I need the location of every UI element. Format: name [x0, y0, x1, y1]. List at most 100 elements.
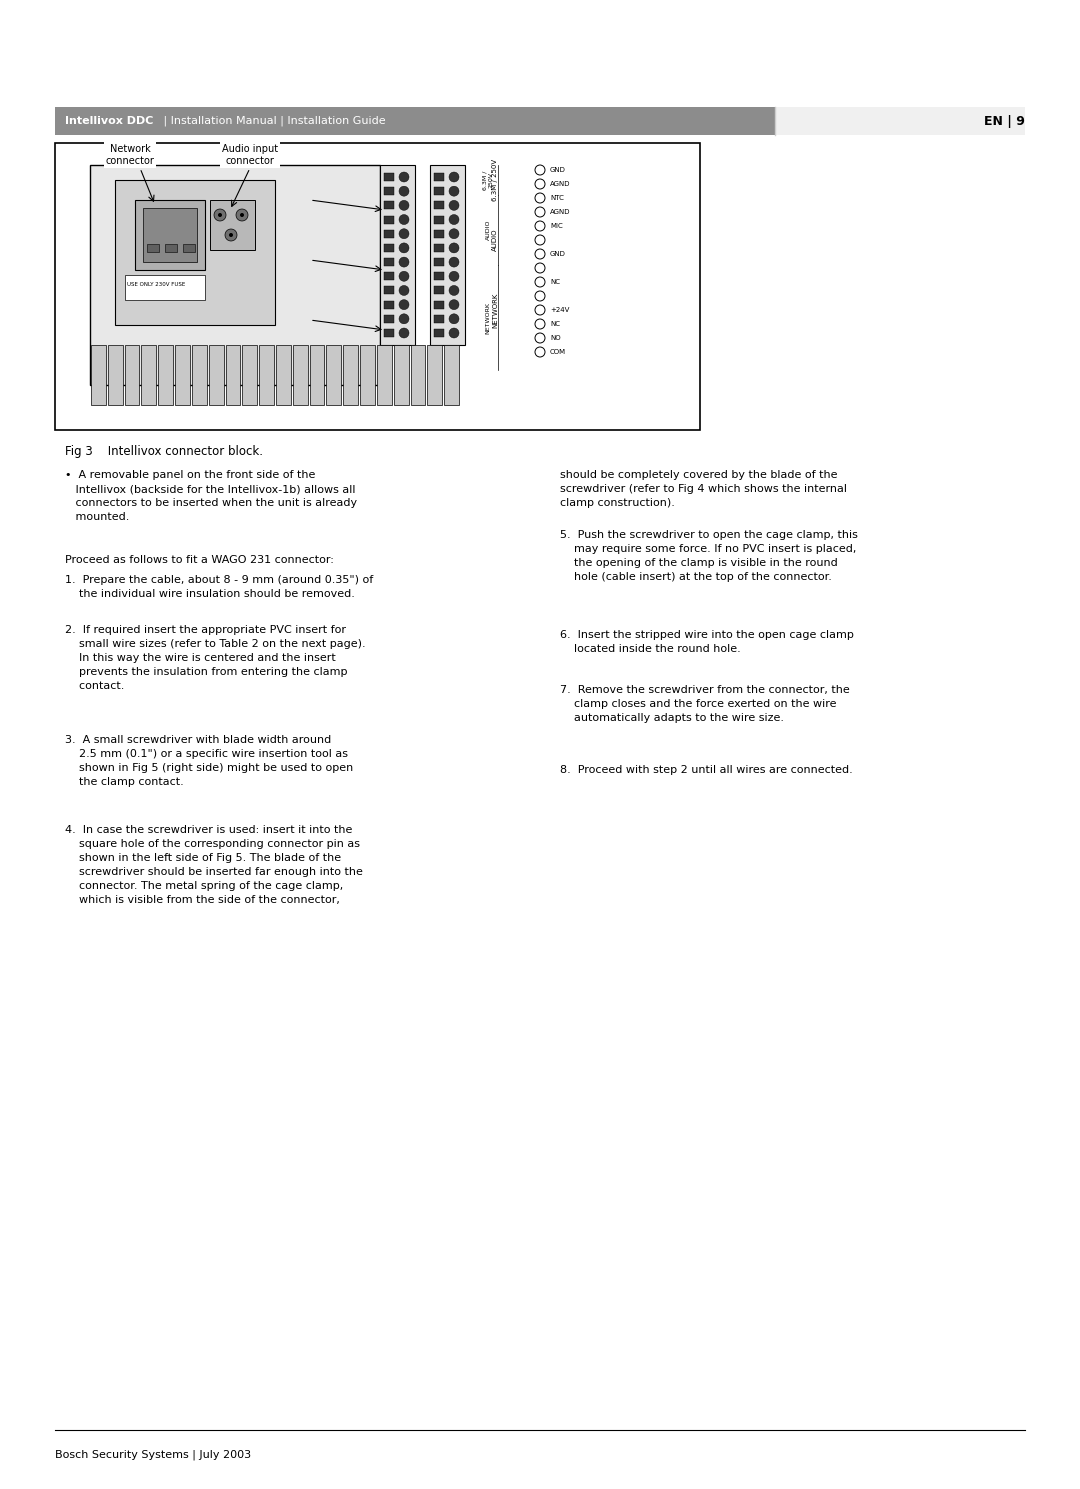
- Text: AUDIO: AUDIO: [486, 220, 490, 240]
- Bar: [384, 258, 394, 267]
- Circle shape: [399, 214, 409, 225]
- Bar: [384, 314, 394, 323]
- Bar: [384, 173, 394, 182]
- Text: Intellivox DDC: Intellivox DDC: [65, 116, 153, 127]
- Bar: [434, 301, 444, 308]
- Bar: [434, 258, 444, 267]
- Bar: [55, 107, 775, 135]
- Text: Network
connector: Network connector: [106, 144, 154, 165]
- Text: 2.  If required insert the appropriate PVC insert for
    small wire sizes (refe: 2. If required insert the appropriate PV…: [65, 625, 366, 691]
- Text: 7.  Remove the screwdriver from the connector, the
    clamp closes and the forc: 7. Remove the screwdriver from the conne…: [561, 685, 850, 724]
- Text: AGND: AGND: [550, 182, 570, 188]
- Bar: [434, 201, 444, 210]
- Text: 6.  Insert the stripped wire into the open cage clamp
    located inside the rou: 6. Insert the stripped wire into the ope…: [561, 630, 854, 654]
- Text: 6.3M /
250V: 6.3M / 250V: [483, 170, 494, 189]
- Text: NETWORK: NETWORK: [492, 292, 498, 328]
- Circle shape: [535, 264, 545, 272]
- Circle shape: [399, 201, 409, 210]
- Bar: [143, 208, 197, 262]
- Circle shape: [399, 286, 409, 295]
- Text: •  A removable panel on the front side of the
   Intellivox (backside for the In: • A removable panel on the front side of…: [65, 471, 357, 523]
- Text: GND: GND: [550, 167, 566, 173]
- Circle shape: [535, 194, 545, 203]
- Bar: [183, 244, 195, 252]
- Bar: [384, 216, 394, 223]
- Circle shape: [449, 286, 459, 295]
- Bar: [242, 345, 257, 405]
- Text: AUDIO: AUDIO: [492, 229, 498, 252]
- Circle shape: [535, 347, 545, 357]
- Text: COM: COM: [550, 348, 566, 354]
- Bar: [434, 216, 444, 223]
- Bar: [434, 244, 444, 252]
- Bar: [293, 345, 308, 405]
- Text: 6.3M / 250V: 6.3M / 250V: [492, 159, 498, 201]
- Bar: [434, 272, 444, 280]
- Bar: [377, 345, 392, 405]
- Circle shape: [535, 179, 545, 189]
- Circle shape: [535, 220, 545, 231]
- Bar: [430, 165, 465, 345]
- Bar: [114, 180, 275, 325]
- Text: +24V: +24V: [550, 307, 569, 313]
- Circle shape: [449, 173, 459, 182]
- Bar: [434, 188, 444, 195]
- Circle shape: [535, 165, 545, 176]
- Text: 3.  A small screwdriver with blade width around
    2.5 mm (0.1") or a specific : 3. A small screwdriver with blade width …: [65, 736, 353, 788]
- Circle shape: [240, 213, 244, 217]
- Bar: [360, 345, 375, 405]
- Bar: [434, 314, 444, 323]
- Circle shape: [449, 214, 459, 225]
- Bar: [410, 345, 426, 405]
- Circle shape: [399, 314, 409, 323]
- Circle shape: [535, 319, 545, 329]
- Bar: [434, 173, 444, 182]
- Bar: [384, 244, 394, 252]
- Circle shape: [449, 243, 459, 253]
- Circle shape: [229, 232, 233, 237]
- Text: NO: NO: [550, 335, 561, 341]
- Text: AGND: AGND: [550, 208, 570, 214]
- Bar: [384, 201, 394, 210]
- Circle shape: [399, 299, 409, 310]
- Circle shape: [449, 314, 459, 323]
- Bar: [310, 345, 324, 405]
- Bar: [343, 345, 359, 405]
- Bar: [165, 244, 177, 252]
- Bar: [90, 165, 380, 386]
- Text: NC: NC: [550, 278, 561, 284]
- Text: USE ONLY 230V FUSE: USE ONLY 230V FUSE: [127, 283, 186, 287]
- Circle shape: [449, 328, 459, 338]
- Circle shape: [535, 290, 545, 301]
- Bar: [91, 345, 106, 405]
- Circle shape: [449, 258, 459, 267]
- Text: 5.  Push the screwdriver to open the cage clamp, this
    may require some force: 5. Push the screwdriver to open the cage…: [561, 530, 858, 582]
- Text: Audio input
connector: Audio input connector: [221, 144, 278, 165]
- Bar: [159, 345, 173, 405]
- Circle shape: [535, 235, 545, 246]
- Circle shape: [449, 229, 459, 238]
- Bar: [259, 345, 274, 405]
- Circle shape: [225, 229, 237, 241]
- Circle shape: [449, 299, 459, 310]
- Circle shape: [399, 271, 409, 281]
- Text: NTC: NTC: [550, 195, 564, 201]
- Bar: [380, 165, 415, 345]
- Bar: [226, 345, 241, 405]
- Bar: [428, 345, 442, 405]
- Text: should be completely covered by the blade of the
screwdriver (refer to Fig 4 whi: should be completely covered by the blad…: [561, 471, 847, 508]
- Bar: [135, 200, 205, 270]
- Bar: [108, 345, 123, 405]
- Circle shape: [449, 186, 459, 197]
- Circle shape: [535, 305, 545, 316]
- Text: Fig 3    Intellivox connector block.: Fig 3 Intellivox connector block.: [65, 445, 264, 459]
- Bar: [434, 329, 444, 337]
- Circle shape: [399, 173, 409, 182]
- Bar: [384, 188, 394, 195]
- Circle shape: [535, 277, 545, 287]
- Circle shape: [449, 201, 459, 210]
- Circle shape: [399, 186, 409, 197]
- Bar: [384, 229, 394, 238]
- Bar: [434, 286, 444, 295]
- Bar: [192, 345, 206, 405]
